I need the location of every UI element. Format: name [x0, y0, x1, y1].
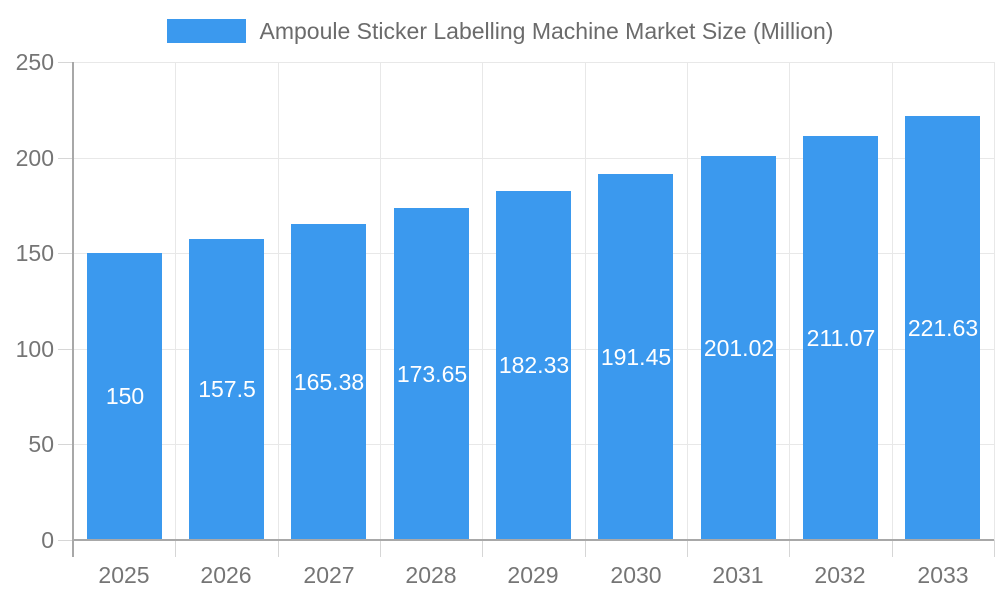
bar-2027[interactable]	[291, 224, 366, 539]
y-axis-tick	[58, 444, 73, 445]
gridline-vertical	[585, 62, 586, 540]
gridline-vertical	[278, 62, 279, 540]
y-axis-tick	[58, 158, 73, 159]
gridline-vertical	[687, 62, 688, 540]
bar-value-label: 173.65	[396, 361, 468, 387]
gridline-vertical	[380, 62, 381, 540]
bar-2028[interactable]	[394, 208, 469, 539]
y-tick-label: 150	[15, 240, 54, 266]
bar-2031[interactable]	[701, 156, 776, 539]
x-tick-label: 2033	[917, 562, 969, 588]
bar-value-label: 221.63	[907, 315, 979, 341]
bar-2025[interactable]	[87, 253, 162, 539]
legend-label: Ampoule Sticker Labelling Machine Market…	[259, 18, 834, 44]
x-axis-tick	[994, 540, 995, 557]
gridline-horizontal	[73, 158, 994, 159]
x-axis-tick	[585, 540, 586, 557]
y-axis-tick	[58, 540, 73, 541]
x-tick-label: 2028	[405, 562, 457, 588]
bar-value-label: 201.02	[703, 335, 775, 361]
x-axis-tick	[175, 540, 176, 557]
x-tick-label: 2030	[610, 562, 662, 588]
gridline-vertical	[892, 62, 893, 540]
gridline-vertical	[175, 62, 176, 540]
x-axis-tick	[687, 540, 688, 557]
y-axis-line	[72, 62, 74, 557]
legend-swatch	[166, 19, 246, 43]
x-tick-label: 2025	[98, 562, 150, 588]
bar-2033[interactable]	[905, 116, 980, 539]
gridline-vertical	[482, 62, 483, 540]
y-tick-label: 100	[15, 336, 54, 362]
x-axis-tick	[892, 540, 893, 557]
x-axis-tick	[789, 540, 790, 557]
legend-item[interactable]: Ampoule Sticker Labelling Machine Market…	[0, 15, 1000, 47]
bar-value-label: 211.07	[806, 325, 876, 351]
y-tick-label: 50	[28, 431, 54, 457]
y-axis-tick	[58, 62, 73, 63]
bar-value-label: 191.45	[600, 344, 672, 370]
y-tick-label: 200	[15, 145, 54, 171]
gridline-vertical	[789, 62, 790, 540]
bar-value-label: 165.38	[293, 369, 365, 395]
bar-2026[interactable]	[189, 239, 264, 539]
x-tick-label: 2031	[712, 562, 764, 588]
bar-value-label: 157.5	[198, 376, 256, 402]
bar-value-label: 150	[105, 383, 145, 409]
y-axis-tick	[58, 349, 73, 350]
x-axis-line	[73, 539, 994, 541]
y-axis-tick	[58, 253, 73, 254]
x-axis-tick	[482, 540, 483, 557]
y-tick-label: 0	[41, 527, 54, 553]
x-axis-tick	[380, 540, 381, 557]
bar-2032[interactable]	[803, 136, 878, 539]
gridline-horizontal	[73, 62, 994, 63]
x-tick-label: 2032	[814, 562, 866, 588]
x-tick-label: 2027	[303, 562, 355, 588]
bar-2029[interactable]	[496, 191, 571, 539]
x-tick-label: 2029	[507, 562, 559, 588]
bar-2030[interactable]	[598, 174, 673, 539]
gridline-vertical	[994, 62, 995, 540]
x-tick-label: 2026	[200, 562, 252, 588]
y-tick-label: 250	[15, 49, 54, 75]
bar-value-label: 182.33	[498, 352, 570, 378]
x-axis-tick	[278, 540, 279, 557]
